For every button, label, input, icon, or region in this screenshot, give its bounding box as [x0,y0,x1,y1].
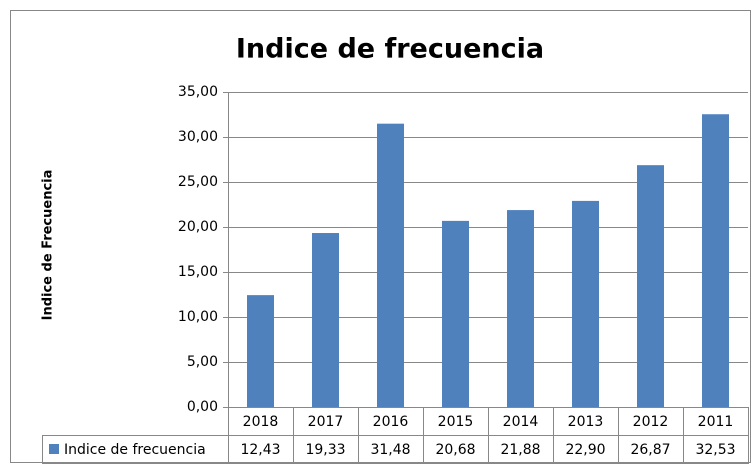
legend-swatch [49,444,59,454]
y-tick-label: 25,00 [178,174,218,190]
y-tick-label: 5,00 [187,354,218,370]
bar [507,210,534,407]
legend-label: Indice de frecuencia [64,442,206,458]
table-value: 19,33 [305,442,345,458]
bar [637,165,664,407]
table-value: 20,68 [435,442,475,458]
y-tick-label: 10,00 [178,309,218,325]
x-tick-label: 2012 [633,414,669,430]
bar [442,220,469,407]
x-tick-label: 2014 [503,414,539,430]
y-axis-title: Indice de Frecuencia [41,170,56,321]
x-tick-label: 2011 [698,414,734,430]
y-tick-label: 20,00 [178,219,218,235]
bar [572,200,599,407]
table-value: 26,87 [630,442,670,458]
bar [702,114,729,407]
x-tick-label: 2013 [568,414,604,430]
x-tick-label: 2015 [438,414,474,430]
table-value: 12,43 [240,442,280,458]
y-tick-label: 0,00 [187,399,218,415]
bar [377,123,404,408]
table-value: 32,53 [695,442,735,458]
y-tick-label: 35,00 [178,84,218,100]
x-tick-label: 2017 [308,414,344,430]
y-tick-label: 30,00 [178,129,218,145]
table-value: 31,48 [370,442,410,458]
table-value: 22,90 [565,442,605,458]
x-tick-label: 2016 [373,414,409,430]
x-tick-label: 2018 [243,414,279,430]
bar [312,233,339,407]
bar [247,295,274,407]
y-tick-label: 15,00 [178,264,218,280]
table-row-values [42,435,749,464]
chart-title: Indice de frecuencia [236,34,544,65]
table-value: 21,88 [500,442,540,458]
